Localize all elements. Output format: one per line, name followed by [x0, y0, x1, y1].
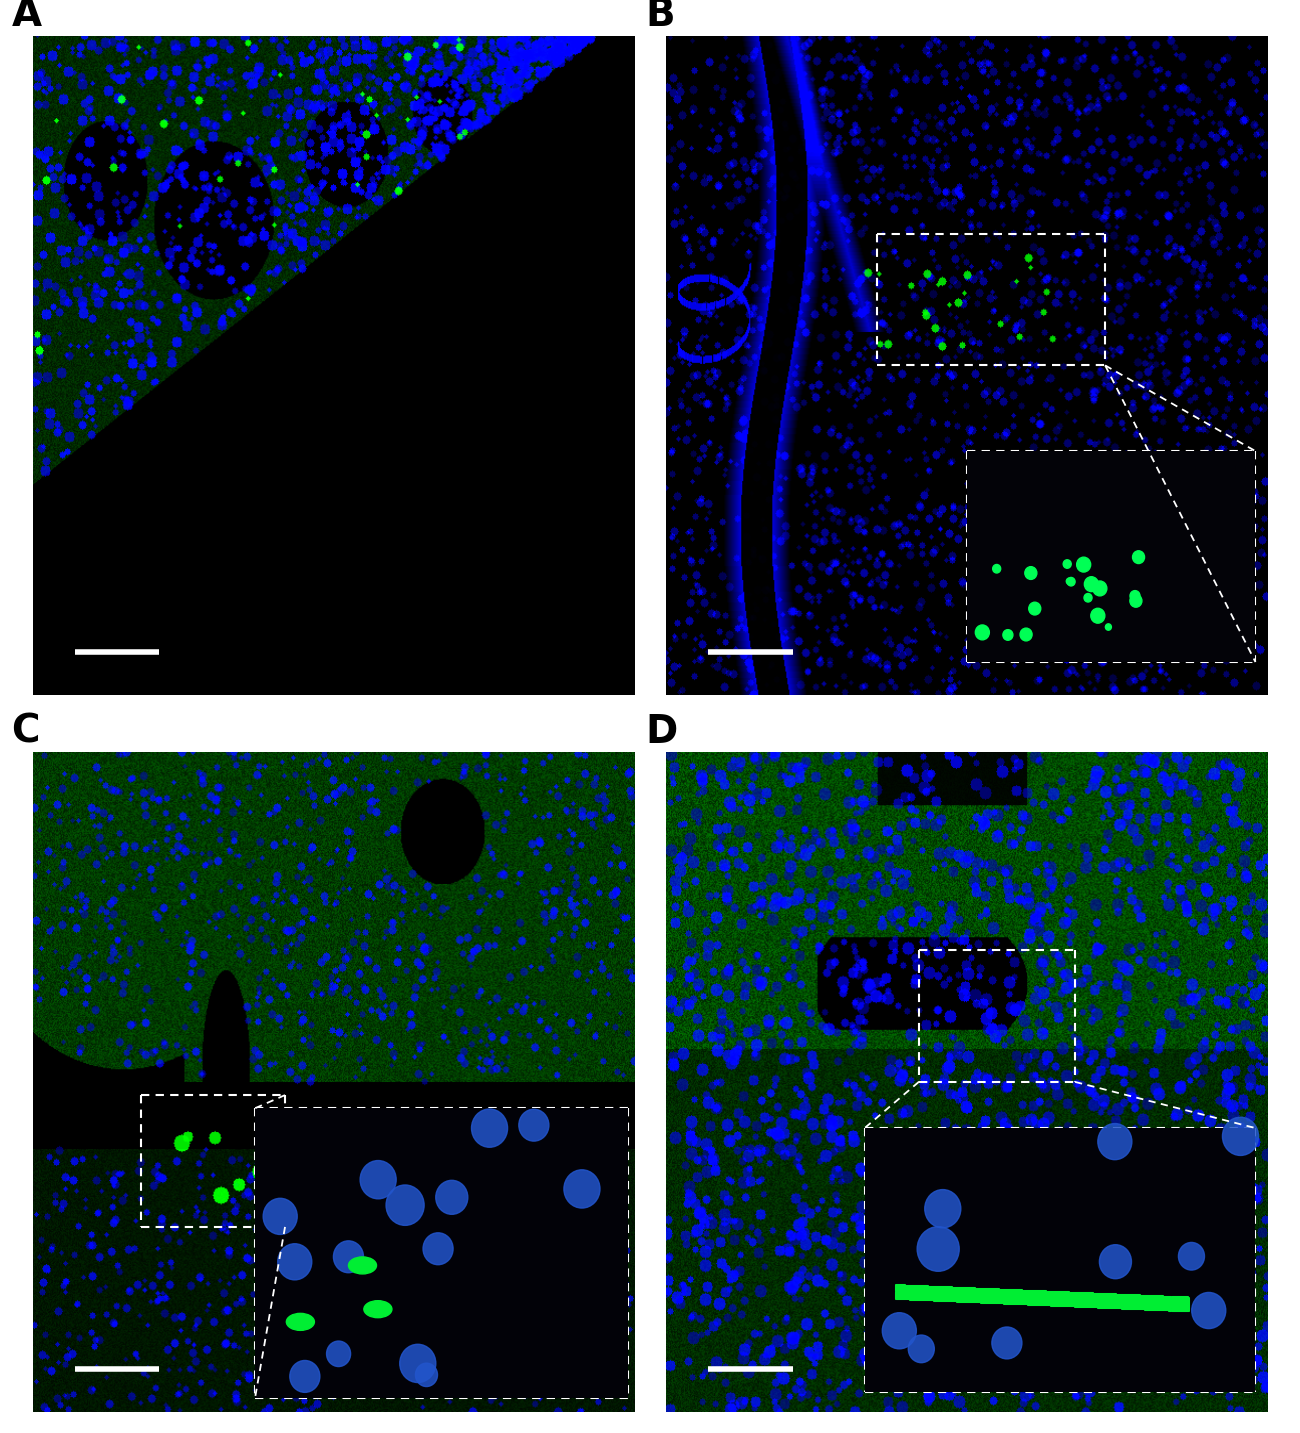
- Circle shape: [1066, 577, 1072, 585]
- Bar: [967, 451, 1256, 662]
- Circle shape: [1084, 576, 1098, 592]
- Circle shape: [290, 1360, 320, 1393]
- Circle shape: [992, 1327, 1022, 1358]
- Bar: [864, 1128, 1256, 1391]
- Circle shape: [1100, 1245, 1131, 1278]
- Circle shape: [1002, 629, 1013, 641]
- Circle shape: [1222, 1118, 1258, 1155]
- Circle shape: [1091, 608, 1105, 623]
- Text: A: A: [12, 0, 42, 34]
- Circle shape: [1097, 1123, 1132, 1159]
- Circle shape: [1024, 566, 1037, 579]
- Circle shape: [1063, 560, 1071, 569]
- Circle shape: [1132, 550, 1144, 563]
- Circle shape: [993, 565, 1001, 573]
- Circle shape: [1178, 1242, 1205, 1270]
- Circle shape: [399, 1344, 436, 1383]
- Ellipse shape: [286, 1314, 315, 1330]
- Circle shape: [386, 1185, 424, 1225]
- Circle shape: [422, 1232, 454, 1265]
- Circle shape: [1084, 593, 1092, 602]
- Circle shape: [263, 1198, 298, 1234]
- Circle shape: [333, 1241, 364, 1273]
- Circle shape: [519, 1109, 549, 1141]
- Circle shape: [1067, 577, 1075, 586]
- Circle shape: [1130, 590, 1140, 602]
- Circle shape: [564, 1169, 601, 1208]
- Circle shape: [416, 1363, 438, 1387]
- Circle shape: [1130, 595, 1141, 608]
- Circle shape: [924, 1189, 961, 1228]
- Text: C: C: [12, 712, 40, 751]
- Circle shape: [1093, 580, 1106, 596]
- Bar: [255, 1108, 628, 1399]
- Text: D: D: [645, 712, 677, 751]
- Circle shape: [326, 1341, 351, 1367]
- Circle shape: [883, 1313, 916, 1348]
- Circle shape: [916, 1227, 959, 1271]
- Ellipse shape: [348, 1257, 377, 1274]
- Ellipse shape: [364, 1301, 391, 1318]
- Circle shape: [472, 1109, 507, 1148]
- Circle shape: [278, 1244, 312, 1280]
- Circle shape: [909, 1336, 935, 1363]
- Circle shape: [1192, 1293, 1226, 1328]
- Circle shape: [1028, 602, 1041, 615]
- Circle shape: [975, 625, 989, 641]
- Text: B: B: [645, 0, 675, 34]
- Circle shape: [1105, 623, 1112, 631]
- Circle shape: [1076, 557, 1091, 572]
- Circle shape: [436, 1181, 468, 1214]
- Circle shape: [1020, 628, 1032, 641]
- Circle shape: [360, 1161, 396, 1199]
